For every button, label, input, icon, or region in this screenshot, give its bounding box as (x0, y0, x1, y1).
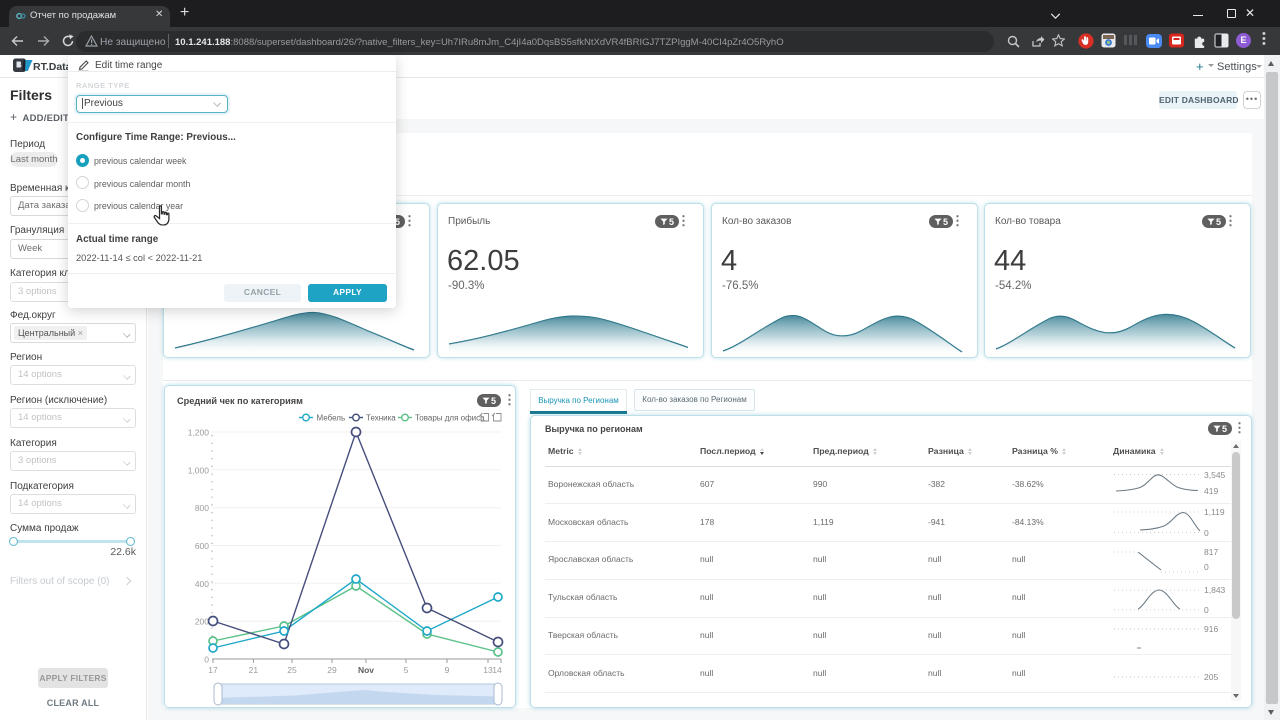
svg-text:0: 0 (1204, 562, 1209, 572)
svg-text:25: 25 (287, 665, 297, 675)
svg-text:21: 21 (249, 665, 259, 675)
svg-text:600: 600 (195, 541, 209, 551)
svg-text:400: 400 (195, 579, 209, 589)
svg-text:205: 205 (1204, 672, 1218, 682)
svg-text:5: 5 (404, 665, 409, 675)
svg-text:Товары для офиса: Товары для офиса (415, 414, 485, 423)
svg-text:1,119: 1,119 (1204, 507, 1225, 517)
svg-text:Мебель: Мебель (317, 414, 346, 423)
svg-text:14: 14 (492, 665, 502, 675)
svg-text:419: 419 (1204, 486, 1218, 496)
svg-text:200: 200 (195, 617, 209, 627)
svg-text:3,545: 3,545 (1204, 470, 1226, 480)
svg-text:0: 0 (204, 655, 209, 665)
svg-text:817: 817 (1204, 547, 1218, 557)
svg-text:800: 800 (195, 503, 209, 513)
svg-text:1,843: 1,843 (1204, 585, 1226, 595)
svg-text:Техника: Техника (366, 414, 396, 423)
svg-text:1,000: 1,000 (188, 465, 210, 475)
svg-text:916: 916 (1204, 624, 1218, 634)
svg-text:17: 17 (208, 665, 218, 675)
svg-text:0: 0 (1204, 528, 1209, 538)
svg-text:29: 29 (327, 665, 337, 675)
svg-text:0: 0 (1204, 605, 1209, 615)
svg-text:Nov: Nov (358, 665, 374, 675)
svg-text:9: 9 (445, 665, 450, 675)
svg-text:13: 13 (483, 665, 493, 675)
svg-text:1,200: 1,200 (188, 428, 210, 438)
